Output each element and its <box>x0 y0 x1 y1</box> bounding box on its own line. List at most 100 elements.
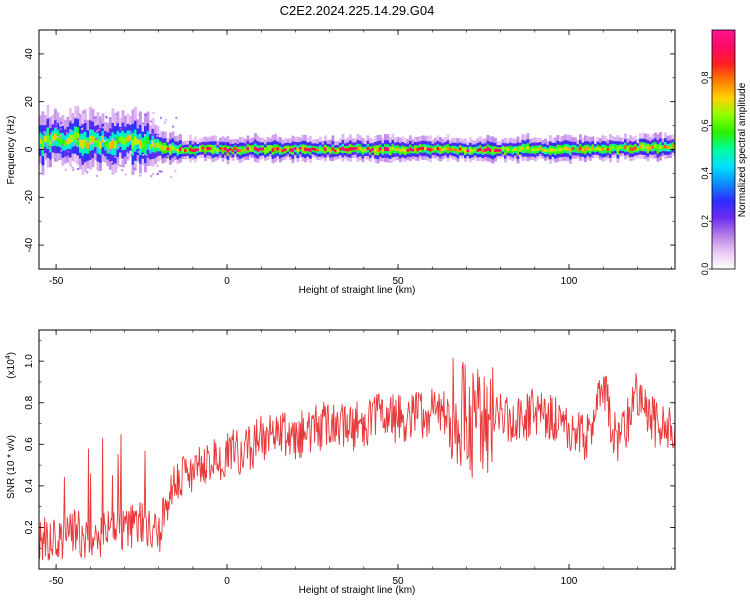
heatmap-cell <box>624 145 627 150</box>
heatmap-cell <box>311 147 315 151</box>
heatmap-cell <box>556 147 560 152</box>
heatmap-cell <box>604 147 607 151</box>
heatmap-cell <box>644 145 647 149</box>
heatmap-cell <box>379 147 382 151</box>
heatmap-cell <box>579 146 582 151</box>
heatmap-cell <box>534 148 537 152</box>
heatmap-speckle <box>76 138 79 141</box>
heatmap-speckle <box>168 143 171 146</box>
heatmap-speckle <box>56 136 59 139</box>
heatmap-cell <box>226 148 230 153</box>
snr-plot-area <box>39 330 675 569</box>
heatmap-cell <box>54 133 57 141</box>
heatmap-cell <box>599 148 602 152</box>
heatmap-cell <box>609 147 612 151</box>
heatmap-cell <box>116 136 120 144</box>
heatmap-cell <box>424 146 427 150</box>
heatmap-cell <box>84 138 87 147</box>
heatmap-speckle <box>145 153 148 156</box>
heatmap-cell <box>159 144 162 149</box>
heatmap-cell <box>96 139 100 148</box>
heatmap-cell <box>121 136 125 145</box>
heatmap-cell <box>346 148 350 152</box>
heatmap-cell <box>569 148 572 153</box>
x-tick-label: 0 <box>224 276 230 287</box>
heatmap-speckle <box>100 153 103 156</box>
heatmap-speckle <box>54 159 57 162</box>
heatmap-cell <box>241 148 245 152</box>
heatmap-speckle <box>102 126 105 129</box>
heatmap-cell <box>384 146 387 151</box>
heatmap-speckle <box>163 121 166 124</box>
heatmap-cell <box>426 147 430 151</box>
heatmap-cell <box>294 146 297 150</box>
heatmap-cell <box>476 148 480 152</box>
colorbar-gradient <box>711 29 736 270</box>
y-tick-label: 0.8 <box>24 395 35 409</box>
heatmap-speckle <box>142 153 145 156</box>
heatmap-speckle <box>133 167 136 170</box>
heatmap-cell <box>276 147 280 151</box>
heatmap-speckle <box>126 151 129 154</box>
heatmap-cell <box>259 147 262 151</box>
heatmap-cell <box>146 136 150 145</box>
heatmap-cell <box>269 146 272 150</box>
heatmap-cell <box>351 147 355 151</box>
heatmap-speckle <box>152 132 155 135</box>
heatmap-cell <box>281 149 285 153</box>
heatmap-cell <box>136 138 140 145</box>
heatmap-cell <box>456 149 460 153</box>
heatmap-speckle <box>149 120 152 123</box>
heatmap-cell <box>326 147 330 151</box>
heatmap-cell <box>581 148 585 152</box>
heatmap-cell <box>191 149 195 152</box>
heatmap-cell <box>544 148 547 152</box>
heatmap-cell <box>626 147 630 150</box>
heatmap-cell <box>229 147 232 151</box>
heatmap-cell <box>631 147 635 152</box>
heatmap-speckle <box>96 174 99 177</box>
heatmap-cell <box>374 148 377 153</box>
heatmap-cell <box>659 145 662 150</box>
heatmap-cell <box>529 148 532 152</box>
heatmap-speckle <box>117 145 120 148</box>
heatmap-cell <box>119 136 122 143</box>
heatmap-speckle <box>72 169 75 172</box>
colorbar-tick-label: 0.4 <box>700 167 710 180</box>
heatmap-speckle <box>156 164 159 167</box>
heatmap-cell <box>369 148 372 153</box>
heatmap-cell <box>489 148 492 152</box>
heatmap-speckle <box>65 156 68 159</box>
heatmap-speckle <box>111 138 114 141</box>
y-tick-label: 0 <box>24 146 35 152</box>
colorbar-ticks: 0.0 0.2 0.4 0.6 0.8 <box>700 72 712 275</box>
heatmap-cell <box>649 146 652 150</box>
heatmap-speckle <box>48 145 51 148</box>
heatmap-cell <box>214 147 217 151</box>
heatmap-cell <box>444 147 447 151</box>
heatmap-speckle <box>44 143 47 146</box>
heatmap-speckle <box>43 131 46 134</box>
heatmap-cell <box>204 147 207 152</box>
heatmap-cell <box>224 147 227 151</box>
heatmap-speckle <box>153 129 156 132</box>
heatmap-cell <box>289 148 292 152</box>
heatmap-cell <box>236 149 240 152</box>
heatmap-speckle <box>81 127 84 130</box>
heatmap-cell <box>406 148 410 152</box>
heatmap-cell <box>646 146 650 151</box>
heatmap-speckle <box>71 166 74 169</box>
heatmap-cell <box>501 147 505 151</box>
heatmap-cell <box>431 148 435 151</box>
heatmap-cell <box>91 135 95 144</box>
heatmap-cell <box>49 140 52 148</box>
heatmap-cell <box>244 148 247 152</box>
heatmap-cell <box>641 144 645 149</box>
heatmap-cell <box>629 147 632 151</box>
heatmap-speckle <box>79 158 82 161</box>
heatmap-cell <box>616 147 620 152</box>
y-tick-label: -20 <box>24 190 35 205</box>
heatmap-cell <box>51 135 55 142</box>
heatmap-cell <box>209 147 212 151</box>
heatmap-cell <box>149 144 152 150</box>
